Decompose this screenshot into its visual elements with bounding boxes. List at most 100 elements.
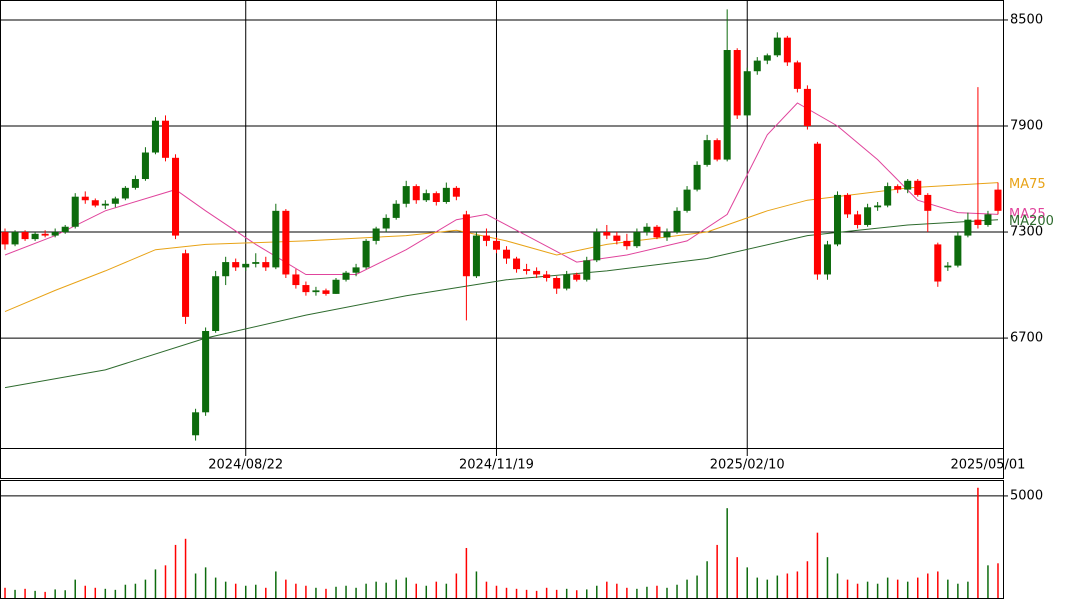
- volume-bar: [405, 577, 407, 598]
- volume-bar: [164, 565, 167, 598]
- candle-body: [743, 71, 751, 116]
- candle-body: [232, 262, 240, 268]
- volume-bar: [325, 588, 327, 598]
- volume-bar: [425, 585, 428, 598]
- volume-bar: [84, 585, 87, 598]
- candle-body: [31, 233, 39, 240]
- candle-body: [583, 260, 591, 280]
- candle-body: [262, 262, 270, 268]
- volume-bar: [345, 585, 347, 598]
- y-tick-label: 8500: [1010, 12, 1043, 27]
- volume-bar: [194, 573, 197, 598]
- candle-body: [673, 210, 681, 233]
- volume-bar: [315, 587, 317, 598]
- candle-body: [643, 226, 651, 233]
- candle-body: [793, 62, 801, 89]
- volume-bar: [636, 588, 638, 598]
- candle-body: [683, 189, 691, 211]
- volume-bar: [204, 567, 207, 598]
- candle-body: [773, 37, 781, 56]
- volume-bar: [686, 579, 688, 598]
- candle-body: [312, 290, 320, 293]
- y-tick-label: 7300: [1010, 225, 1043, 240]
- volume-bar: [967, 581, 969, 598]
- candle-body: [964, 219, 972, 236]
- volume-bar: [706, 561, 708, 598]
- candle-body: [402, 186, 410, 204]
- candle-body: [161, 120, 170, 158]
- volume-bar: [916, 577, 919, 598]
- candle-body: [392, 203, 400, 218]
- volume-bar: [395, 579, 397, 598]
- volume-bar: [896, 579, 899, 598]
- volume-bar: [4, 587, 6, 598]
- volume-bar: [716, 544, 718, 598]
- volume-bar: [375, 581, 377, 598]
- volume-bar: [144, 579, 147, 598]
- candle-body: [623, 240, 631, 247]
- candle-body: [884, 186, 892, 206]
- volume-bar: [214, 577, 217, 598]
- volume-bar: [435, 581, 438, 598]
- volume-bar: [866, 581, 869, 598]
- volume-bar: [656, 585, 658, 598]
- volume-bar: [947, 579, 949, 598]
- candle-body: [803, 88, 811, 127]
- candle-body: [844, 194, 852, 215]
- candle-body: [212, 276, 220, 332]
- candle-body: [61, 226, 69, 233]
- volume-bar: [285, 579, 287, 598]
- candle-body: [563, 274, 571, 289]
- volume-bar: [586, 589, 588, 598]
- volume-bar: [234, 583, 237, 598]
- candle-body: [783, 37, 791, 63]
- candle-body: [342, 272, 350, 280]
- volume-bar: [505, 587, 508, 598]
- legend-label: MA25: [1009, 207, 1046, 222]
- volume-bar: [756, 577, 759, 598]
- volume-bar: [846, 579, 849, 598]
- volume-bar: [977, 487, 979, 598]
- volume-bar: [154, 569, 157, 598]
- volume-bar: [124, 584, 127, 598]
- candle-body: [151, 120, 159, 153]
- candle-body: [553, 277, 561, 289]
- candle-body: [633, 232, 641, 247]
- volume-bar: [94, 587, 97, 598]
- volume-bar: [997, 563, 999, 598]
- candle-body: [533, 270, 541, 275]
- volume-bar: [44, 591, 46, 598]
- price-frame: [0, 0, 1004, 449]
- candle-body: [182, 253, 190, 317]
- candle-body: [121, 187, 129, 199]
- candle-body: [894, 186, 902, 190]
- volume-bar: [525, 589, 528, 598]
- volume-bar: [836, 573, 839, 598]
- volume-bar: [365, 583, 367, 598]
- volume-bar: [114, 589, 117, 598]
- candle-body: [472, 235, 480, 277]
- candle-body: [593, 232, 601, 261]
- candle-body: [302, 285, 310, 293]
- candle-body: [202, 331, 210, 413]
- volume-bar: [666, 587, 668, 598]
- volume-bar: [224, 581, 227, 598]
- volume-bar: [64, 590, 66, 598]
- date-frame: [0, 448, 1004, 479]
- candle-body: [763, 55, 771, 61]
- candle-body: [21, 232, 29, 240]
- candle-body: [543, 274, 551, 278]
- candle-body: [41, 233, 49, 236]
- volume-bar: [987, 565, 989, 598]
- volume-bar: [495, 585, 498, 598]
- candle-body: [1, 232, 9, 245]
- volume-bar: [515, 588, 518, 598]
- candle-body: [753, 60, 761, 72]
- candle-body: [11, 232, 19, 245]
- candle-body: [914, 180, 922, 195]
- candle-body: [733, 50, 741, 116]
- candle-body: [101, 203, 109, 206]
- x-tick-label: 2025/02/10: [710, 458, 785, 473]
- volume-bar: [646, 586, 648, 598]
